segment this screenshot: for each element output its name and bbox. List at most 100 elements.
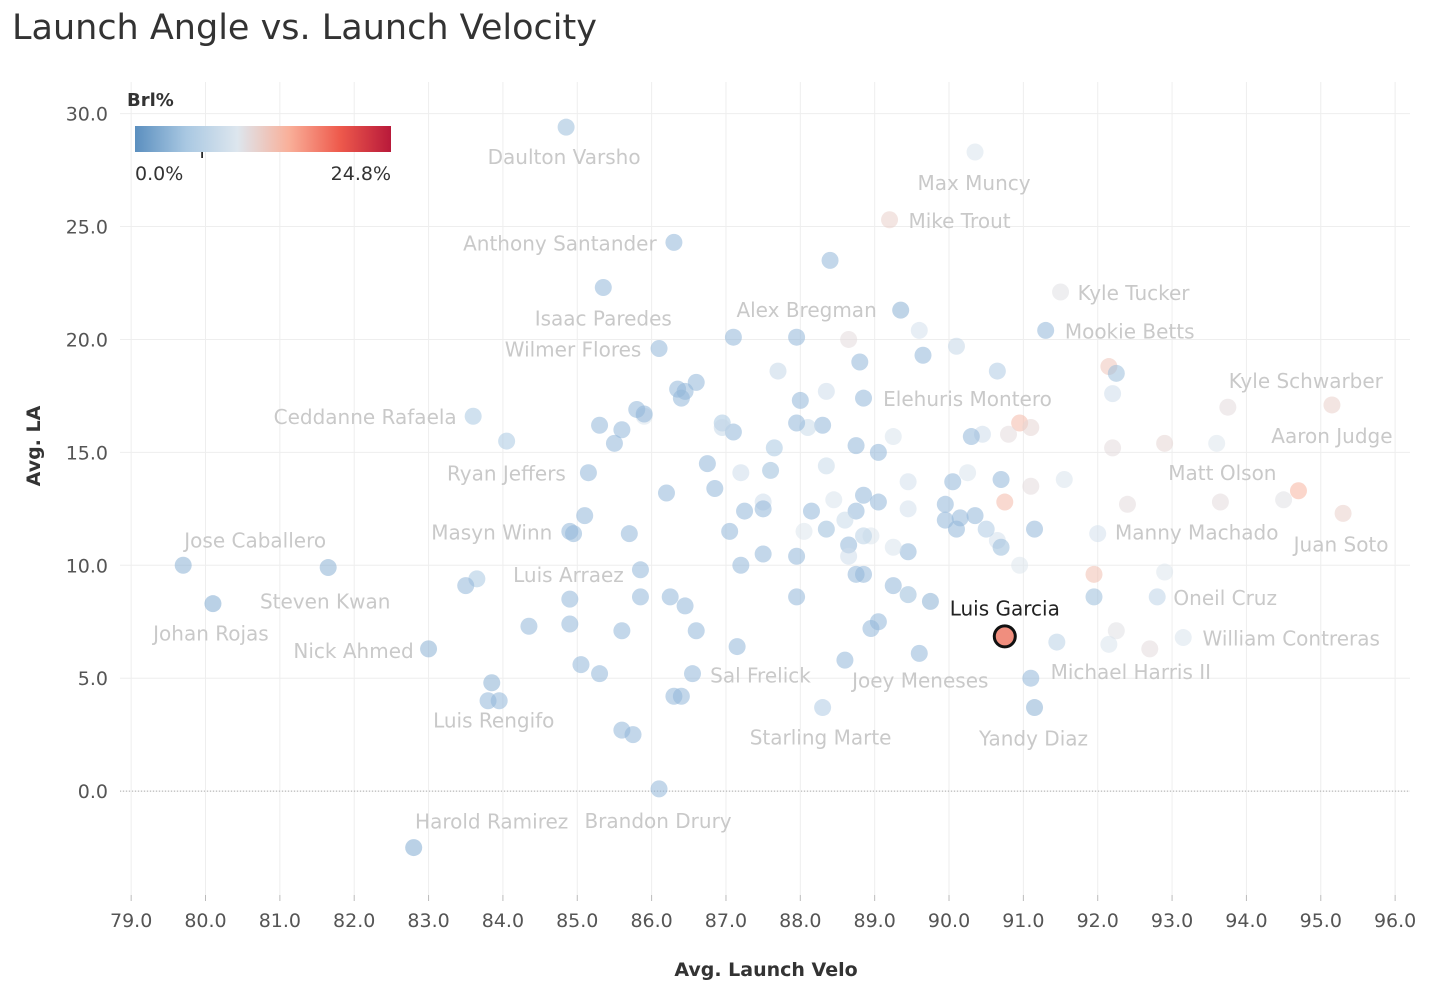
- data-point[interactable]: [1026, 520, 1044, 538]
- data-point[interactable]: [855, 486, 873, 504]
- data-point[interactable]: [1334, 504, 1352, 522]
- data-point[interactable]: [1011, 556, 1029, 574]
- data-point[interactable]: [1148, 588, 1166, 606]
- data-point[interactable]: [650, 780, 668, 798]
- data-point[interactable]: [561, 615, 579, 633]
- data-point[interactable]: [1323, 396, 1341, 414]
- data-point[interactable]: [754, 500, 772, 518]
- data-point[interactable]: [1026, 699, 1044, 717]
- data-point[interactable]: [1085, 565, 1103, 583]
- data-point[interactable]: [1022, 669, 1040, 687]
- data-point[interactable]: [665, 233, 683, 251]
- data-point[interactable]: [788, 328, 806, 346]
- data-point[interactable]: [817, 520, 835, 538]
- data-point[interactable]: [855, 389, 873, 407]
- data-point[interactable]: [910, 644, 928, 662]
- data-point[interactable]: [319, 559, 337, 577]
- data-point[interactable]: [992, 470, 1010, 488]
- data-point[interactable]: [769, 362, 787, 380]
- data-point[interactable]: [884, 577, 902, 595]
- data-point[interactable]: [762, 461, 780, 479]
- data-point[interactable]: [951, 509, 969, 527]
- data-point[interactable]: [899, 543, 917, 561]
- data-point[interactable]: [754, 545, 772, 563]
- data-point[interactable]: [572, 656, 590, 674]
- data-point[interactable]: [836, 511, 854, 529]
- data-point[interactable]: [204, 595, 222, 613]
- data-point[interactable]: [910, 321, 928, 339]
- data-point[interactable]: [1104, 439, 1122, 457]
- data-point[interactable]: [1156, 563, 1174, 581]
- data-point[interactable]: [713, 419, 731, 437]
- data-point[interactable]: [899, 500, 917, 518]
- data-point[interactable]: [1000, 425, 1018, 443]
- data-point[interactable]: [676, 597, 694, 615]
- data-point[interactable]: [650, 339, 668, 357]
- data-point[interactable]: [988, 362, 1006, 380]
- data-point[interactable]: [944, 473, 962, 491]
- data-point[interactable]: [483, 674, 501, 692]
- data-point[interactable]: [613, 421, 631, 439]
- data-point[interactable]: [1141, 640, 1159, 658]
- data-point[interactable]: [1052, 283, 1070, 301]
- data-point[interactable]: [1104, 385, 1122, 403]
- data-point[interactable]: [728, 638, 746, 656]
- data-point[interactable]: [977, 520, 995, 538]
- data-point[interactable]: [851, 353, 869, 371]
- data-point[interactable]: [966, 143, 984, 161]
- data-point[interactable]: [936, 495, 954, 513]
- data-point[interactable]: [1107, 622, 1125, 640]
- data-point[interactable]: [817, 457, 835, 475]
- data-point[interactable]: [579, 464, 597, 482]
- data-point[interactable]: [721, 522, 739, 540]
- data-point[interactable]: [706, 480, 724, 497]
- data-point[interactable]: [736, 502, 754, 520]
- data-point[interactable]: [457, 577, 475, 595]
- data-point[interactable]: [802, 502, 820, 520]
- data-point[interactable]: [1275, 491, 1293, 509]
- data-point[interactable]: [631, 588, 649, 606]
- data-point[interactable]: [665, 687, 683, 705]
- data-point[interactable]: [1022, 477, 1040, 495]
- data-point[interactable]: [1118, 495, 1136, 513]
- data-point[interactable]: [962, 428, 980, 446]
- data-point[interactable]: [847, 565, 865, 583]
- data-point[interactable]: [669, 380, 687, 398]
- data-point[interactable]: [765, 439, 783, 457]
- data-point[interactable]: [724, 328, 742, 346]
- data-point[interactable]: [1174, 629, 1192, 647]
- data-point[interactable]: [464, 407, 482, 425]
- data-point[interactable]: [1085, 588, 1103, 606]
- data-point[interactable]: [788, 547, 806, 565]
- data-point[interactable]: [605, 434, 623, 452]
- data-point[interactable]: [479, 692, 497, 710]
- data-point[interactable]: [814, 416, 832, 434]
- data-point[interactable]: [620, 525, 638, 543]
- data-point[interactable]: [814, 699, 832, 717]
- data-point[interactable]: [732, 556, 750, 574]
- data-point[interactable]: [613, 721, 631, 739]
- data-point[interactable]: [1211, 493, 1229, 511]
- data-point[interactable]: [684, 665, 702, 683]
- data-point[interactable]: [992, 538, 1010, 556]
- data-point[interactable]: [855, 527, 873, 545]
- data-point[interactable]: [884, 428, 902, 446]
- data-point[interactable]: [687, 622, 705, 640]
- data-point[interactable]: [1289, 482, 1307, 500]
- data-point[interactable]: [1055, 470, 1073, 488]
- data-point[interactable]: [869, 443, 887, 461]
- data-point[interactable]: [840, 547, 858, 565]
- data-point[interactable]: [788, 414, 806, 432]
- data-point[interactable]: [1208, 434, 1226, 452]
- data-point[interactable]: [862, 620, 880, 638]
- data-point[interactable]: [892, 301, 910, 319]
- data-point[interactable]: [591, 665, 609, 683]
- data-point[interactable]: [661, 588, 679, 606]
- data-point[interactable]: [921, 592, 939, 610]
- data-point[interactable]: [698, 455, 716, 473]
- data-point[interactable]: [657, 484, 675, 502]
- data-point[interactable]: [1107, 364, 1125, 382]
- data-point[interactable]: [1037, 321, 1055, 339]
- data-point[interactable]: [174, 556, 192, 574]
- data-point[interactable]: [1219, 398, 1237, 416]
